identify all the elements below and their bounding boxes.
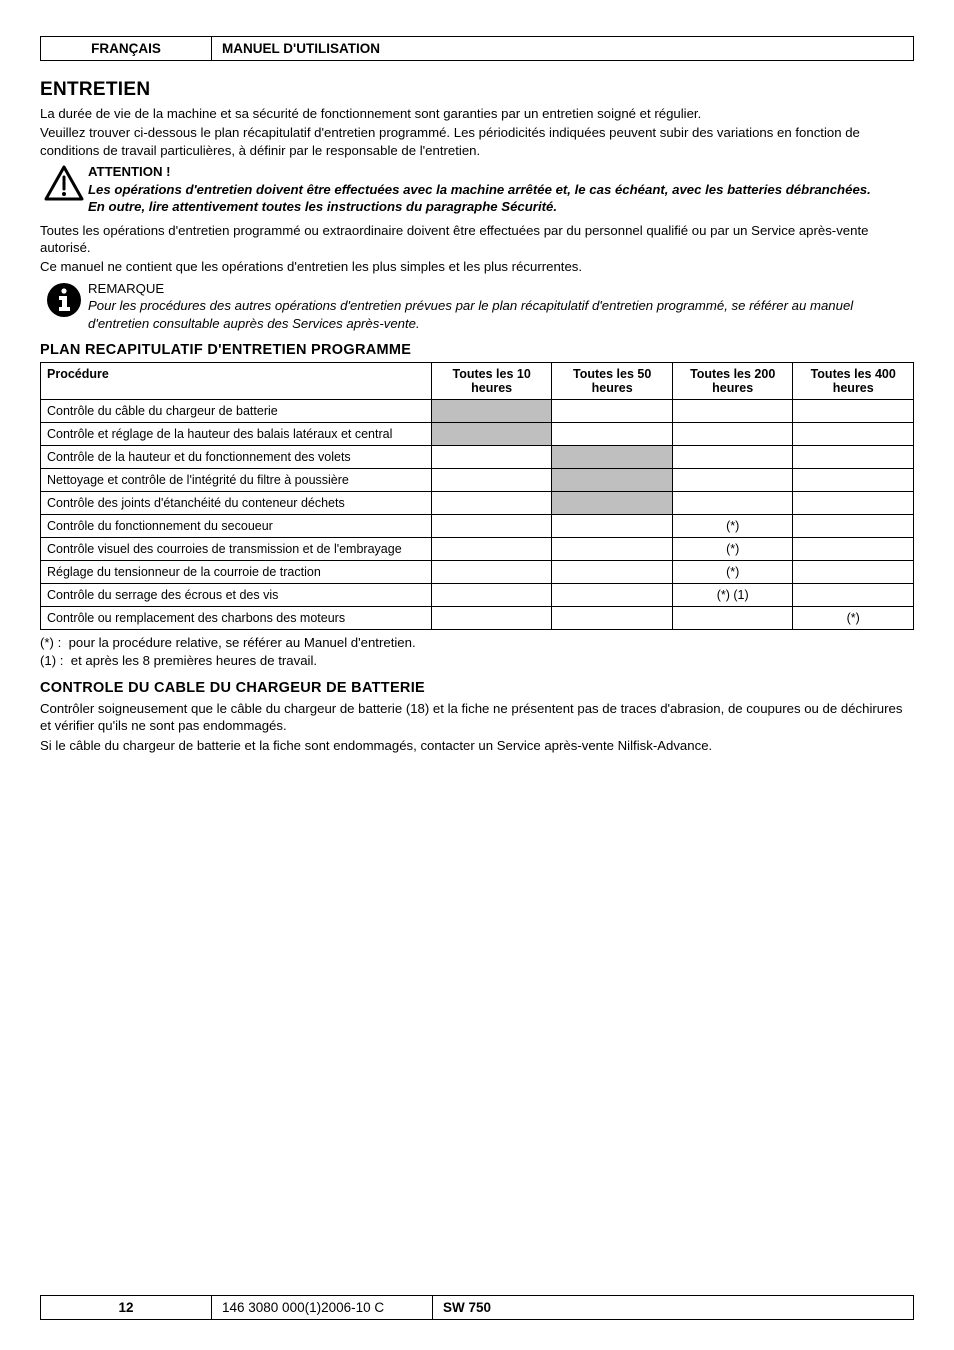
note-text: REMARQUE Pour les procédures des autres …: [88, 280, 914, 332]
table-heading: PLAN RECAPITULATIF D'ENTRETIEN PROGRAMME: [40, 342, 914, 358]
td-h50: [552, 561, 673, 584]
footnotes: (*) : pour la procédure relative, se réf…: [40, 634, 914, 670]
td-procedure: Contrôle du serrage des écrous et des vi…: [41, 584, 432, 607]
mid-p1: Toutes les opérations d'entretien progra…: [40, 222, 914, 257]
td-h400: [793, 584, 914, 607]
th-400h: Toutes les 400 heures: [793, 363, 914, 400]
td-procedure: Réglage du tensionneur de la courroie de…: [41, 561, 432, 584]
table-row: Contrôle ou remplacement des charbons de…: [41, 607, 914, 630]
footnote-1: (*) : pour la procédure relative, se réf…: [40, 634, 914, 652]
table-row: Contrôle du câble du chargeur de batteri…: [41, 400, 914, 423]
td-procedure: Contrôle et réglage de la hauteur des ba…: [41, 423, 432, 446]
td-h400: [793, 492, 914, 515]
td-h400: [793, 446, 914, 469]
note-line1: Pour les procédures des autres opération…: [88, 297, 914, 332]
td-h50: [552, 400, 673, 423]
intro-p1: La durée de vie de la machine et sa sécu…: [40, 105, 914, 122]
section2-p1: Contrôler soigneusement que le câble du …: [40, 700, 914, 735]
td-h400: [793, 515, 914, 538]
td-h10: [431, 515, 552, 538]
header-bar: FRANÇAIS MANUEL D'UTILISATION: [40, 36, 914, 61]
section2-p2: Si le câble du chargeur de batterie et l…: [40, 737, 914, 754]
td-h200: (*) (1): [672, 584, 793, 607]
td-h50: [552, 446, 673, 469]
td-h200: (*): [672, 515, 793, 538]
td-h10: [431, 446, 552, 469]
td-procedure: Contrôle des joints d'étanchéité du cont…: [41, 492, 432, 515]
table-row: Nettoyage et contrôle de l'intégrité du …: [41, 469, 914, 492]
td-h200: [672, 423, 793, 446]
mid-p2: Ce manuel ne contient que les opérations…: [40, 258, 914, 275]
footer-page: 12: [41, 1296, 212, 1319]
table-row: Contrôle de la hauteur et du fonctionnem…: [41, 446, 914, 469]
info-icon: [40, 280, 88, 318]
td-h50: [552, 492, 673, 515]
td-h200: (*): [672, 538, 793, 561]
th-50h: Toutes les 50 heures: [552, 363, 673, 400]
warning-line1: Les opérations d'entretien doivent être …: [88, 181, 914, 198]
td-h400: [793, 538, 914, 561]
td-h200: [672, 607, 793, 630]
warning-title: ATTENTION !: [88, 163, 914, 180]
warning-block: ATTENTION ! Les opérations d'entretien d…: [40, 163, 914, 215]
td-h10: [431, 423, 552, 446]
td-h50: [552, 607, 673, 630]
td-h400: [793, 400, 914, 423]
language-label: FRANÇAIS: [41, 37, 212, 60]
th-200h: Toutes les 200 heures: [672, 363, 793, 400]
table-row: Contrôle du serrage des écrous et des vi…: [41, 584, 914, 607]
td-h10: [431, 492, 552, 515]
footnote-2: (1) : et après les 8 premières heures de…: [40, 652, 914, 670]
td-procedure: Nettoyage et contrôle de l'intégrité du …: [41, 469, 432, 492]
warning-text: ATTENTION ! Les opérations d'entretien d…: [88, 163, 914, 215]
table-header-row: Procédure Toutes les 10 heures Toutes le…: [41, 363, 914, 400]
td-h50: [552, 515, 673, 538]
td-h50: [552, 469, 673, 492]
table-row: Contrôle du fonctionnement du secoueur (*…: [41, 515, 914, 538]
td-h200: [672, 400, 793, 423]
td-procedure: Contrôle visuel des courroies de transmi…: [41, 538, 432, 561]
footer-model: SW 750: [433, 1296, 913, 1319]
td-h10: [431, 607, 552, 630]
td-procedure: Contrôle du câble du chargeur de batteri…: [41, 400, 432, 423]
td-h50: [552, 538, 673, 561]
table-row: Contrôle des joints d'étanchéité du cont…: [41, 492, 914, 515]
td-h10: [431, 469, 552, 492]
note-title: REMARQUE: [88, 280, 914, 297]
td-h400: [793, 423, 914, 446]
th-procedure: Procédure: [41, 363, 432, 400]
td-h10: [431, 538, 552, 561]
td-h50: [552, 423, 673, 446]
td-procedure: Contrôle du fonctionnement du secoueur: [41, 515, 432, 538]
maintenance-table: Procédure Toutes les 10 heures Toutes le…: [40, 362, 914, 630]
note-block: REMARQUE Pour les procédures des autres …: [40, 280, 914, 332]
intro-p2: Veuillez trouver ci-dessous le plan réca…: [40, 124, 914, 159]
td-h10: [431, 561, 552, 584]
td-h200: [672, 492, 793, 515]
td-h10: [431, 584, 552, 607]
td-h400: [793, 561, 914, 584]
table-row: Contrôle et réglage de la hauteur des ba…: [41, 423, 914, 446]
page: FRANÇAIS MANUEL D'UTILISATION ENTRETIEN …: [0, 0, 954, 1350]
td-h10: [431, 400, 552, 423]
th-10h: Toutes les 10 heures: [431, 363, 552, 400]
td-procedure: Contrôle ou remplacement des charbons de…: [41, 607, 432, 630]
warning-icon: [40, 163, 88, 201]
footer-bar: 12 146 3080 000(1)2006-10 C SW 750: [40, 1295, 914, 1320]
footer-code: 146 3080 000(1)2006-10 C: [212, 1296, 433, 1319]
td-h200: [672, 446, 793, 469]
table-row: Contrôle visuel des courroies de transmi…: [41, 538, 914, 561]
manual-label: MANUEL D'UTILISATION: [212, 37, 913, 60]
td-h400: (*): [793, 607, 914, 630]
table-row: Réglage du tensionneur de la courroie de…: [41, 561, 914, 584]
page-title: ENTRETIEN: [40, 79, 914, 101]
td-h200: [672, 469, 793, 492]
warning-line2: En outre, lire attentivement toutes les …: [88, 198, 914, 215]
td-h400: [793, 469, 914, 492]
td-h200: (*): [672, 561, 793, 584]
section2-heading: CONTROLE DU CABLE DU CHARGEUR DE BATTERI…: [40, 680, 914, 696]
td-procedure: Contrôle de la hauteur et du fonctionnem…: [41, 446, 432, 469]
td-h50: [552, 584, 673, 607]
